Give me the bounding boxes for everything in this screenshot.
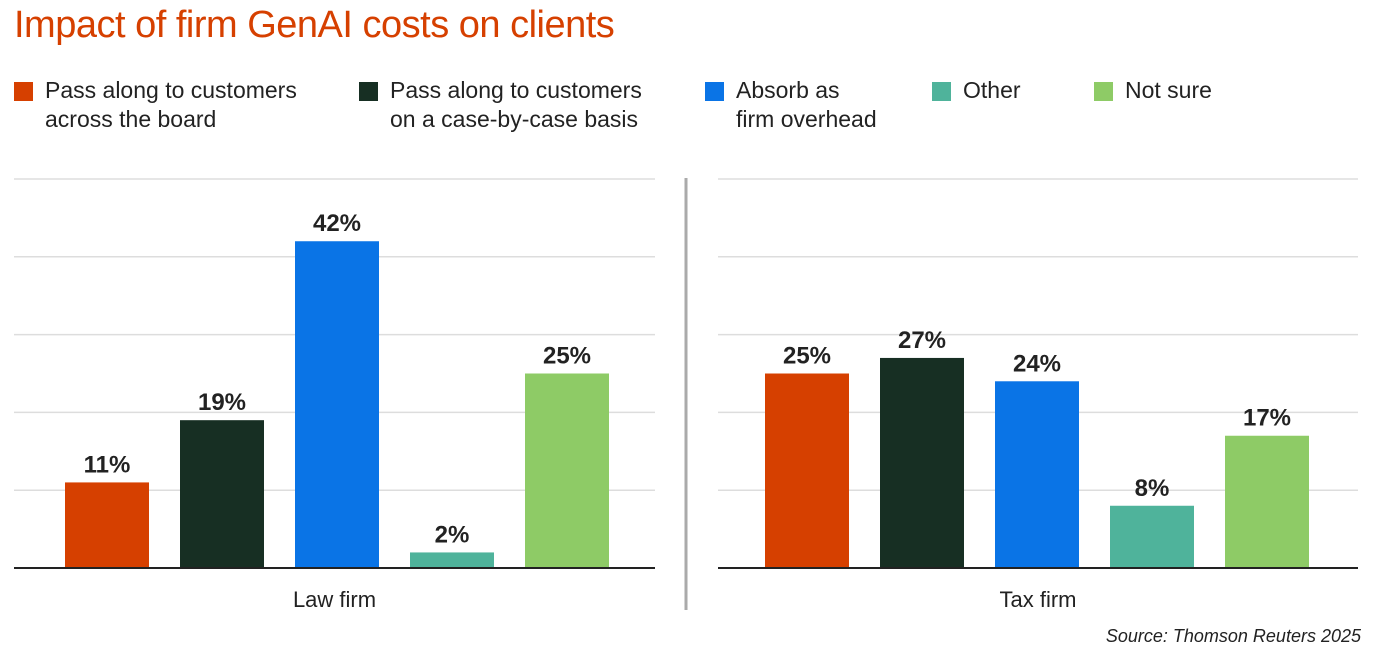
bar [295, 241, 379, 569]
data-label: 27% [898, 327, 946, 354]
legend-swatch [1094, 82, 1113, 101]
bar [410, 552, 494, 568]
data-label: 42% [313, 210, 361, 237]
legend-item-other: Other [932, 76, 1021, 105]
legend-item-case-by-case: Pass along to customers on a case-by-cas… [359, 76, 642, 134]
legend-swatch [932, 82, 951, 101]
data-label: 2% [435, 521, 470, 548]
legend-label: Pass along to customers on a case-by-cas… [390, 77, 642, 132]
legend-label: Absorb as firm overhead [736, 77, 877, 132]
data-label: 19% [198, 389, 246, 416]
chart-title: Impact of firm GenAI costs on clients [14, 4, 615, 46]
group-label: Tax firm [1000, 587, 1077, 612]
bar [525, 373, 609, 568]
data-label: 8% [1135, 475, 1170, 502]
bar [180, 420, 264, 568]
legend-swatch [359, 82, 378, 101]
group-label: Law firm [293, 587, 376, 612]
legend-item-absorb-overhead: Absorb as firm overhead [705, 76, 877, 134]
data-label: 17% [1243, 405, 1291, 432]
bar [1110, 505, 1194, 568]
data-label: 25% [783, 343, 831, 370]
bar [65, 482, 149, 568]
legend-label: Other [963, 77, 1021, 103]
source-note: Source: Thomson Reuters 2025 [1105, 626, 1361, 646]
legend-label: Not sure [1125, 77, 1212, 103]
legend-swatch [705, 82, 724, 101]
data-label: 11% [84, 451, 131, 478]
bar [880, 357, 964, 568]
legend-swatch [14, 82, 33, 101]
legend-item-not-sure: Not sure [1094, 76, 1212, 105]
bar [995, 381, 1079, 568]
data-label: 24% [1013, 350, 1061, 377]
bar [765, 373, 849, 568]
legend-label: Pass along to customers across the board [45, 77, 297, 132]
legend-item-across-the-board: Pass along to customers across the board [14, 76, 297, 134]
data-label: 25% [543, 343, 591, 370]
bar [1225, 435, 1309, 568]
